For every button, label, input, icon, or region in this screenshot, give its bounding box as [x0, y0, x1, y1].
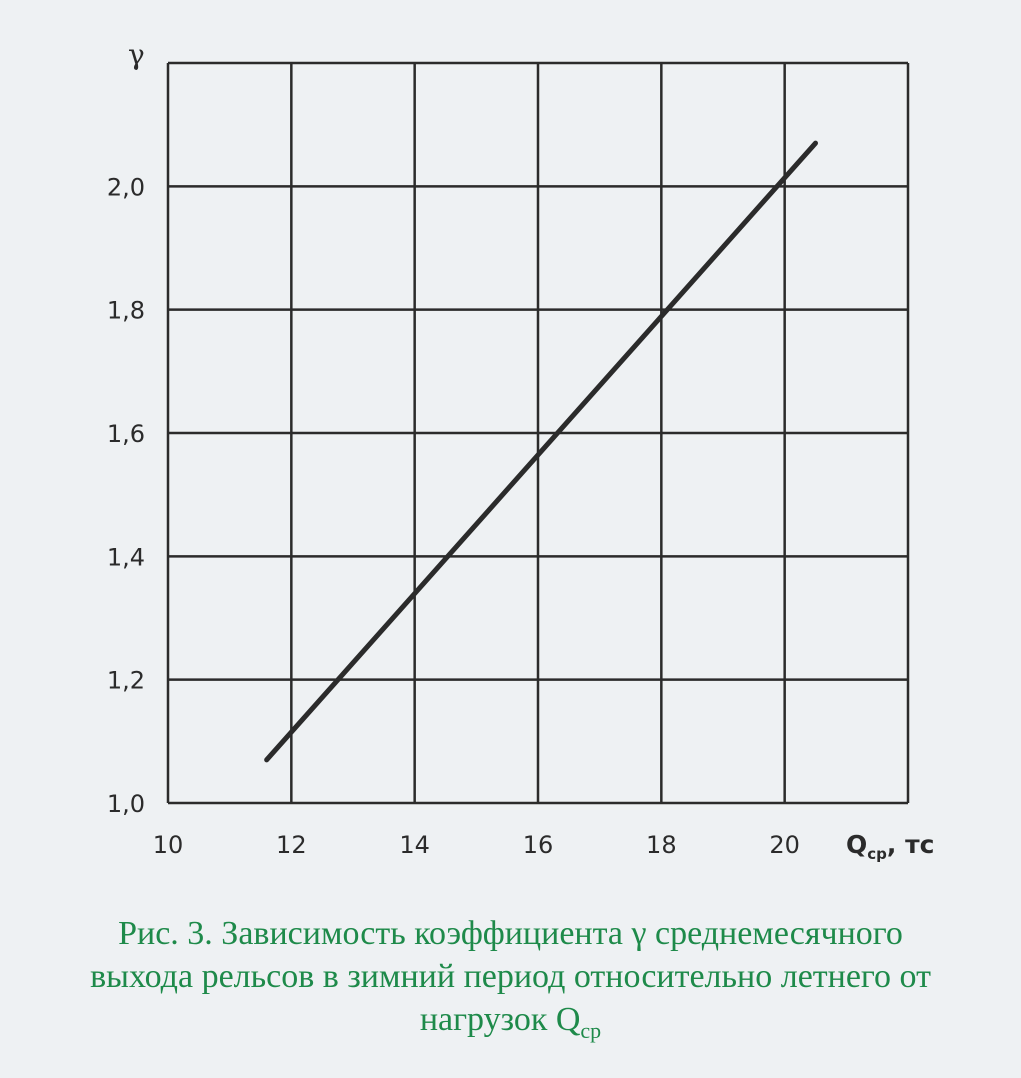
- series: [264, 140, 818, 763]
- x-tick-labels: 10 12 14 16 18 20: [153, 831, 800, 859]
- y-tick-label: 1,4: [107, 543, 145, 571]
- y-tick-label: 2,0: [107, 173, 145, 201]
- x-tick-label: 20: [769, 831, 800, 859]
- x-axis-label-main: Q: [846, 830, 867, 859]
- x-axis-label-unit: , тс: [887, 830, 935, 859]
- y-tick-label: 1,0: [107, 790, 145, 818]
- caption-line-3: нагрузок Qср: [0, 998, 1021, 1052]
- y-tick-label: 1,2: [107, 667, 145, 695]
- x-tick-label: 18: [646, 831, 677, 859]
- y-tick-label: 1,6: [107, 420, 145, 448]
- x-tick-label: 14: [399, 831, 430, 859]
- y-axis-label: γ: [128, 38, 145, 71]
- x-tick-label: 16: [523, 831, 554, 859]
- caption-line-3-sub: ср: [580, 1017, 602, 1043]
- x-tick-label: 12: [276, 831, 307, 859]
- y-tick-label: 1,8: [107, 297, 145, 325]
- x-axis-label: Qср, тс: [846, 830, 934, 863]
- figure-caption: Рис. 3. Зависимость коэффициента γ средн…: [0, 912, 1021, 1052]
- x-axis-label-sub: ср: [867, 845, 887, 863]
- y-tick-labels: 1,0 1,2 1,4 1,6 1,8 2,0: [107, 173, 145, 818]
- series-line: [264, 140, 818, 763]
- caption-line-2: выхода рельсов в зимний период относител…: [90, 958, 931, 995]
- grid: [166, 61, 910, 805]
- caption-line-3-text: нагрузок Q: [419, 1001, 581, 1038]
- x-tick-label: 10: [153, 831, 184, 859]
- caption-line-1: Рис. 3. Зависимость коэффициента γ средн…: [118, 915, 903, 952]
